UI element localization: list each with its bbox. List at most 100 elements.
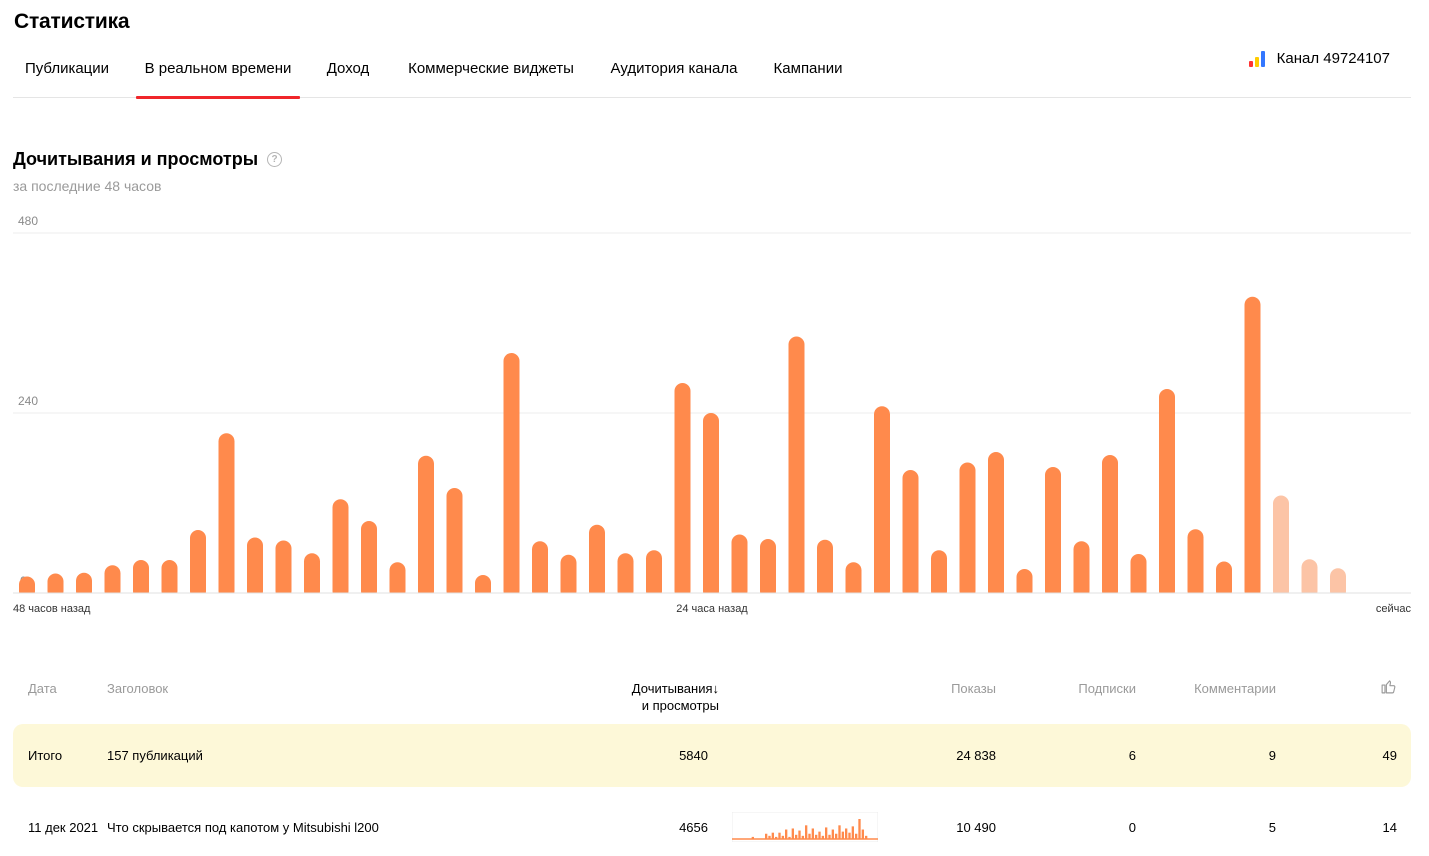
header-comments[interactable]: Комментарии: [1194, 681, 1276, 696]
header-subscriptions[interactable]: Подписки: [1078, 681, 1136, 696]
row-date: 11 дек 2021: [28, 820, 99, 835]
row-reads: 4656: [679, 820, 708, 835]
chart-bar: [817, 539, 833, 599]
chart-bar: [617, 553, 634, 599]
tabs-bar: Публикации В реальном времени Доход Комм…: [13, 50, 1411, 99]
chart-bar: [418, 455, 434, 599]
tab-publications[interactable]: Публикации: [24, 60, 110, 77]
chart-bar: [1187, 529, 1204, 599]
sparkline-bar: [771, 832, 774, 839]
sparkline-bar: [791, 828, 794, 839]
tab-commercial-widgets[interactable]: Коммерческие виджеты: [408, 60, 574, 77]
row-subscriptions: 0: [1128, 820, 1136, 835]
chart-bar: [247, 537, 263, 599]
y-tick-label: 240: [18, 394, 38, 408]
row-title[interactable]: Что скрывается под капотом у Mitsubishi …: [107, 820, 379, 835]
section-heading: Дочитывания и просмотры ?: [13, 149, 283, 170]
sparkline-bar: [765, 833, 768, 839]
total-likes: 49: [1382, 748, 1397, 763]
chart-bar: [1130, 554, 1147, 599]
row-sparkline: [732, 812, 878, 842]
sparkline-bar: [768, 835, 771, 839]
sparkline-bar: [801, 835, 804, 839]
header-title[interactable]: Заголовок: [107, 681, 169, 696]
table-row-total: Итого 157 публикаций 5840 24 838 6 9 49: [13, 724, 1411, 787]
header-date[interactable]: Дата: [28, 681, 57, 696]
header-reads-line1: Дочитывания: [631, 681, 713, 696]
chart-bar: [760, 539, 776, 599]
sparkline-bar: [795, 834, 798, 839]
chart-bar: [589, 524, 605, 599]
chart-bar: [1301, 559, 1318, 599]
chart-bar: [1159, 389, 1175, 599]
sparkline-bar: [841, 831, 844, 839]
sparkline-bar: [778, 832, 781, 839]
question-circle-icon[interactable]: ?: [267, 152, 283, 167]
chart-bar: [1216, 561, 1232, 599]
arrow-down-icon: ↓: [712, 681, 720, 696]
row-views: 10 490: [956, 820, 996, 835]
sparkline-bar: [818, 831, 821, 839]
chart-bar: [1273, 495, 1289, 599]
chart-bar: [332, 499, 349, 599]
total-views: 24 838: [956, 748, 996, 763]
sparkline-bar: [828, 834, 831, 839]
sparkline-bar: [805, 825, 808, 839]
sparkline-bar: [785, 829, 788, 839]
sparkline-bar: [838, 825, 841, 839]
header-reads[interactable]: Дочитывания↓ и просмотры: [589, 680, 719, 714]
chart-bar: [674, 383, 691, 599]
chart-bar: [1244, 296, 1261, 599]
chart-bar: [104, 565, 121, 599]
tab-audience[interactable]: Аудитория канала: [610, 60, 738, 77]
chart-bar: [446, 488, 463, 599]
chart-bar: [1330, 568, 1346, 599]
total-comments: 9: [1268, 748, 1276, 763]
chart-bar: [731, 534, 748, 599]
section-subtitle: за последние 48 часов: [13, 178, 162, 194]
y-tick-label: 480: [18, 214, 38, 228]
tab-realtime[interactable]: В реальном времени: [136, 50, 300, 99]
chart-bar: [959, 462, 976, 599]
chart-bar: [532, 541, 548, 599]
sparkline-bar: [861, 829, 864, 839]
sparkline-bar: [775, 836, 778, 839]
chart-bar: [361, 521, 377, 599]
chart-bar: [931, 550, 947, 599]
sparkline-bar: [821, 835, 824, 839]
thumbs-up-icon[interactable]: [1380, 678, 1397, 698]
tab-campaigns[interactable]: Кампании: [773, 60, 843, 77]
sparkline-bar: [848, 832, 851, 839]
chart-bar: [874, 406, 890, 599]
chart-bar: [845, 562, 862, 599]
sparkline-bar: [831, 829, 834, 839]
chart-bar: [1045, 467, 1061, 599]
tab-income[interactable]: Доход: [326, 60, 370, 77]
chart-bar: [902, 470, 919, 599]
x-tick-label: 48 часов назад: [13, 603, 91, 615]
sparkline-bar: [808, 833, 811, 839]
table-row[interactable]: 11 дек 2021 Что скрывается под капотом у…: [13, 800, 1411, 856]
header-views[interactable]: Показы: [951, 681, 996, 696]
total-date: Итого: [28, 748, 63, 763]
chart-bar: [161, 560, 178, 599]
sparkline-bar: [815, 834, 818, 839]
sparkline-bar: [835, 833, 838, 839]
chart-bar: [133, 560, 149, 599]
chart-bar: [646, 550, 662, 599]
chart-bar: [218, 433, 235, 599]
sparkline-bar: [855, 833, 858, 839]
chart-bar: [389, 562, 406, 599]
total-subscriptions: 6: [1128, 748, 1136, 763]
x-tick-label: сейчас: [1376, 603, 1412, 615]
sparkline-bar: [851, 826, 854, 839]
header-reads-line2: и просмотры: [641, 698, 719, 713]
chart-bar: [1073, 541, 1090, 599]
chart-bar: [988, 452, 1004, 599]
channel-selector[interactable]: Канал 49724107: [1248, 50, 1390, 67]
sparkline-bar: [751, 836, 754, 839]
chart-bar: [275, 540, 292, 599]
total-title: 157 публикаций: [107, 748, 203, 763]
total-reads: 5840: [679, 748, 708, 763]
